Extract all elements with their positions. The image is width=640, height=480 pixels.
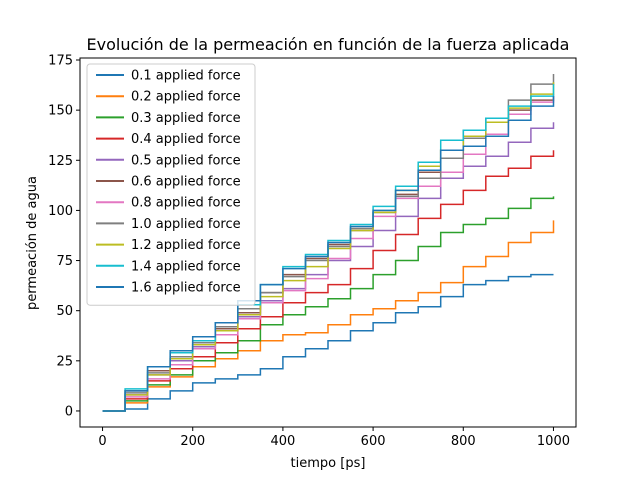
series-line-0 <box>102 273 554 412</box>
y-tick-label: 0 <box>65 404 73 419</box>
legend-label-0: 0.1 applied force <box>131 69 241 84</box>
y-tick-label: 100 <box>48 204 73 219</box>
series-line-3 <box>102 150 555 412</box>
y-tick-label: 175 <box>48 54 73 69</box>
y-tick-label: 125 <box>48 154 73 169</box>
legend-label-3: 0.4 applied force <box>131 132 241 147</box>
x-tick-label: 200 <box>180 434 205 449</box>
series-line-10 <box>102 96 555 412</box>
legend-label-1: 0.2 applied force <box>131 90 241 105</box>
series-line-9 <box>102 84 555 412</box>
legend-label-7: 1.0 applied force <box>131 217 241 232</box>
series-line-1 <box>102 220 555 412</box>
legend-label-4: 0.5 applied force <box>131 153 241 168</box>
legend-label-9: 1.4 applied force <box>131 259 241 274</box>
legend-label-2: 0.3 applied force <box>131 111 241 126</box>
legend-label-5: 0.6 applied force <box>131 175 241 190</box>
legend-label-8: 1.2 applied force <box>131 238 241 253</box>
x-tick-label: 600 <box>361 434 386 449</box>
x-tick-label: 0 <box>98 434 106 449</box>
x-tick-label: 800 <box>451 434 476 449</box>
x-tick-label: 1000 <box>537 434 570 449</box>
y-tick-label: 50 <box>56 304 73 319</box>
y-tick-label: 150 <box>48 104 73 119</box>
legend-box <box>86 63 256 306</box>
series-line-2 <box>102 196 555 412</box>
y-tick-label: 25 <box>56 354 73 369</box>
legend: 0.1 applied force 0.2 applied force 0.3 ap… <box>86 63 256 306</box>
axes-frame <box>79 57 577 428</box>
chart-title: Evolución de la permeación en función de… <box>87 35 570 54</box>
y-axis-label: permeación de agua <box>25 176 40 310</box>
series-layer <box>102 74 555 412</box>
x-tick-label: 400 <box>270 434 295 449</box>
axes-layer: 0 200 400 600 800 1000 0 25 50 75 100 125 150 175 <box>48 54 577 449</box>
legend-label-10: 1.6 applied force <box>131 281 241 296</box>
x-axis-label: tiempo [ps] <box>291 456 366 471</box>
legend-label-6: 0.8 applied force <box>131 196 241 211</box>
y-tick-label: 75 <box>56 254 73 269</box>
